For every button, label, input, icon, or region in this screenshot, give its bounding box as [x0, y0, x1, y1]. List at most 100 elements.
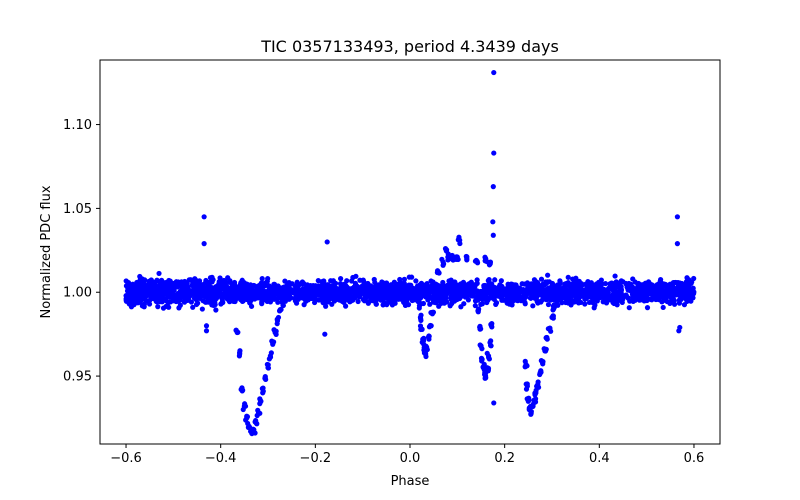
- baseline-point: [191, 279, 197, 286]
- feature-point: [444, 247, 450, 253]
- baseline-point: [602, 280, 609, 287]
- baseline-point: [671, 301, 678, 307]
- y-tick-label: 1.00: [63, 286, 92, 301]
- feature-point: [528, 411, 534, 417]
- baseline-point: [409, 274, 415, 280]
- baseline-point: [484, 295, 491, 302]
- baseline-point: [593, 282, 599, 288]
- baseline-point: [238, 295, 244, 301]
- baseline-point: [401, 276, 407, 282]
- baseline-point: [581, 287, 587, 294]
- baseline-point: [138, 297, 145, 303]
- baseline-point: [646, 280, 653, 287]
- baseline-point: [165, 300, 171, 306]
- baseline-point: [137, 273, 143, 280]
- feature-point: [253, 417, 259, 424]
- baseline-point: [169, 290, 176, 296]
- baseline-point: [473, 281, 479, 288]
- baseline-point: [603, 300, 610, 306]
- feature-point: [487, 342, 494, 348]
- feature-point: [535, 379, 541, 385]
- baseline-point: [294, 293, 301, 299]
- baseline-point: [433, 289, 439, 295]
- baseline-point: [636, 297, 643, 303]
- baseline-point: [243, 290, 249, 296]
- outlier-point: [201, 214, 207, 220]
- baseline-point: [527, 282, 533, 288]
- baseline-point: [492, 277, 498, 283]
- baseline-point: [391, 287, 397, 294]
- baseline-point: [148, 277, 154, 283]
- baseline-point: [405, 302, 412, 308]
- baseline-point: [223, 279, 229, 285]
- feature-point: [523, 386, 530, 392]
- baseline-point: [571, 279, 577, 286]
- baseline-point: [147, 288, 153, 294]
- baseline-point: [147, 297, 153, 303]
- feature-point: [259, 386, 265, 392]
- baseline-point: [462, 294, 468, 300]
- feature-point: [540, 361, 546, 367]
- baseline-point: [330, 287, 336, 293]
- baseline-point: [427, 301, 433, 307]
- baseline-point: [543, 286, 550, 293]
- baseline-point: [142, 277, 148, 283]
- outlier-point: [674, 214, 681, 220]
- feature-point: [436, 270, 442, 276]
- feature-point: [554, 294, 560, 301]
- baseline-point: [534, 298, 540, 305]
- plot-frame: [99, 59, 721, 445]
- baseline-point: [400, 295, 406, 301]
- feature-point: [416, 305, 422, 311]
- baseline-point: [123, 278, 129, 284]
- data-points: [123, 69, 697, 437]
- baseline-point: [565, 274, 571, 280]
- baseline-point: [499, 297, 505, 303]
- baseline-point: [176, 305, 182, 311]
- feature-point: [429, 311, 436, 317]
- feature-point: [237, 348, 243, 354]
- baseline-point: [318, 284, 324, 290]
- feature-point: [522, 364, 528, 370]
- baseline-point: [417, 282, 423, 288]
- feature-point: [280, 298, 286, 304]
- feature-point: [543, 346, 549, 352]
- feature-point: [482, 258, 488, 264]
- baseline-point: [660, 294, 666, 300]
- baseline-point: [525, 289, 531, 295]
- baseline-point: [353, 282, 359, 288]
- baseline-point: [626, 305, 632, 311]
- baseline-point: [356, 285, 362, 291]
- baseline-point: [452, 282, 458, 288]
- baseline-point: [242, 281, 248, 288]
- baseline-point: [508, 285, 514, 291]
- baseline-point: [506, 298, 512, 304]
- baseline-point: [259, 276, 265, 282]
- baseline-point: [538, 276, 545, 282]
- baseline-point: [545, 272, 551, 278]
- baseline-point: [612, 273, 618, 279]
- baseline-point: [345, 297, 351, 303]
- baseline-point: [568, 301, 574, 307]
- outlier-point: [491, 150, 497, 156]
- baseline-point: [326, 283, 332, 289]
- baseline-point: [493, 300, 500, 306]
- feature-point: [538, 368, 544, 374]
- feature-point: [487, 261, 493, 267]
- baseline-point: [566, 288, 572, 295]
- chart-title: TIC 0357133493, period 4.3439 days: [260, 37, 559, 56]
- feature-point: [488, 338, 494, 344]
- baseline-point: [159, 293, 165, 299]
- baseline-point: [455, 288, 461, 294]
- baseline-point: [541, 294, 547, 300]
- feature-point: [274, 321, 280, 327]
- baseline-point: [499, 292, 505, 298]
- baseline-point: [625, 286, 631, 292]
- baseline-point: [594, 298, 600, 304]
- baseline-point: [349, 278, 355, 284]
- baseline-point: [609, 280, 615, 286]
- baseline-point: [453, 294, 459, 301]
- outlier-point: [491, 69, 497, 76]
- baseline-point: [669, 291, 675, 297]
- baseline-point: [559, 300, 565, 306]
